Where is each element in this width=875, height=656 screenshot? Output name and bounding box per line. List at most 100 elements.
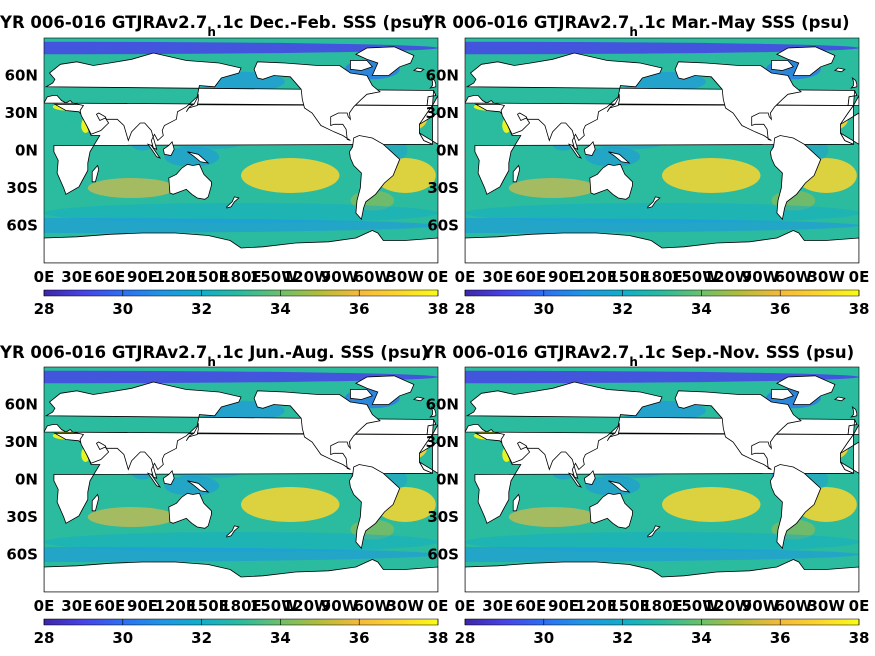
land-sumatra (567, 143, 583, 159)
lat-tick-label: 60N (5, 67, 38, 85)
colorbar-tick-label: 32 (612, 629, 633, 647)
land-newguinea (187, 480, 210, 493)
land-sumatra (146, 472, 162, 488)
land-greenland (776, 375, 836, 405)
lat-tick-label: 60S (6, 546, 38, 564)
lon-tick-label: 0E (428, 268, 449, 286)
colorbar-tick-label: 34 (270, 300, 291, 318)
lon-tick-label: 60W (354, 597, 392, 615)
land-japan (185, 94, 199, 113)
lon-tick-label: 30W (807, 268, 845, 286)
title-main: YR 006-016 GTJRAv2.7 (421, 343, 629, 362)
land-west-africa (419, 104, 438, 145)
land-antarctica (465, 559, 859, 592)
colorbar (464, 289, 860, 297)
title-main: YR 006-016 GTJRAv2.7 (0, 343, 207, 362)
lon-tick-label: 180E (220, 597, 262, 615)
salinity-patch (241, 487, 340, 522)
lat-tick-label: 0N (15, 142, 38, 160)
land-newguinea (608, 151, 631, 164)
lon-tick-label: 150W (250, 268, 298, 286)
lon-tick-label: 120W (704, 597, 752, 615)
land-antarctica (465, 230, 859, 263)
land-uk (429, 405, 437, 418)
colorbar-tick-label: 38 (849, 629, 870, 647)
title-suffix: .1c Mar.-May SSS (psu) (638, 13, 850, 32)
lon-tick-label: 150W (250, 597, 298, 615)
colorbar-tick-label: 30 (533, 300, 554, 318)
land-sumatra (567, 472, 583, 488)
land-sam (348, 464, 401, 550)
lon-tick-label: 90E (127, 268, 158, 286)
lon-tick-label: 0E (849, 268, 870, 286)
lon-tick-label: 180E (641, 268, 683, 286)
title-suffix: .1c Jun.-Aug. SSS (psu) (216, 343, 429, 362)
title-suffix: .1c Sep.-Nov. SSS (psu) (638, 343, 854, 362)
colorbar-tick-label: 28 (34, 629, 55, 647)
lon-tick-label: 30E (61, 597, 92, 615)
land-nz (647, 525, 661, 538)
lon-tick-label: 150E (187, 268, 229, 286)
land-sam (769, 135, 822, 221)
lon-tick-label: 0E (455, 268, 476, 286)
salinity-patch (44, 532, 438, 552)
lon-tick-label: 150E (187, 597, 229, 615)
land-masses (44, 375, 438, 592)
lat-tick-label: 30N (5, 104, 38, 122)
lon-tick-label: 150W (671, 597, 719, 615)
salinity-patch (44, 41, 438, 55)
lon-tick-label: 30E (61, 268, 92, 286)
lon-tick-label: 30W (386, 597, 424, 615)
land-borneo (583, 140, 596, 156)
lon-tick-label: 120W (283, 597, 331, 615)
title-suffix: .1c Dec.-Feb. SSS (psu) (216, 13, 431, 32)
salinity-patch (508, 178, 597, 198)
land-newguinea (608, 480, 631, 493)
land-iberia (847, 419, 859, 435)
land-aus (168, 163, 212, 200)
salinity-patch (241, 158, 340, 193)
lat-tick-label: 0N (436, 471, 459, 489)
colorbar-tick-label: 36 (770, 629, 791, 647)
lon-tick-label: 60E (515, 597, 546, 615)
land-madagascar (91, 493, 100, 512)
title-subscript: h (629, 25, 638, 39)
colorbar-tick-label: 36 (349, 629, 370, 647)
lat-tick-label: 60S (427, 546, 459, 564)
land-iceland (833, 67, 846, 73)
colorbar-tick-label: 36 (349, 300, 370, 318)
colorbar (43, 289, 439, 297)
lon-tick-label: 150E (608, 268, 650, 286)
lon-tick-label: 120E (576, 597, 618, 615)
salinity-patch (44, 218, 438, 233)
land-greenland (355, 375, 415, 405)
lat-tick-label: 0N (15, 471, 38, 489)
land-iceland (412, 67, 425, 73)
lon-tick-label: 60E (94, 597, 125, 615)
lon-tick-label: 60W (354, 268, 392, 286)
land-uk (850, 405, 858, 418)
lon-tick-label: 60E (94, 268, 125, 286)
lat-tick-label: 30S (6, 179, 38, 197)
land-japan (606, 94, 620, 113)
land-madagascar (512, 493, 521, 512)
lon-tick-label: 150W (671, 268, 719, 286)
salinity-patch (662, 158, 761, 193)
land-nz (226, 196, 240, 209)
colorbar-tick-label: 28 (455, 629, 476, 647)
lon-tick-label: 30W (386, 268, 424, 286)
salinity-patch (662, 487, 761, 522)
land-iceland (833, 396, 846, 402)
lat-tick-label: 30S (6, 508, 38, 526)
land-borneo (583, 469, 596, 485)
map-frame (464, 37, 860, 264)
lon-tick-label: 0E (34, 268, 55, 286)
land-aus (589, 163, 633, 200)
land-masses (465, 46, 859, 263)
land-nz (647, 196, 661, 209)
salinity-patch (87, 507, 176, 527)
lon-tick-label: 0E (455, 597, 476, 615)
colorbar-tick-label: 38 (428, 300, 449, 318)
lon-tick-label: 120W (704, 268, 752, 286)
lon-tick-label: 30E (482, 597, 513, 615)
